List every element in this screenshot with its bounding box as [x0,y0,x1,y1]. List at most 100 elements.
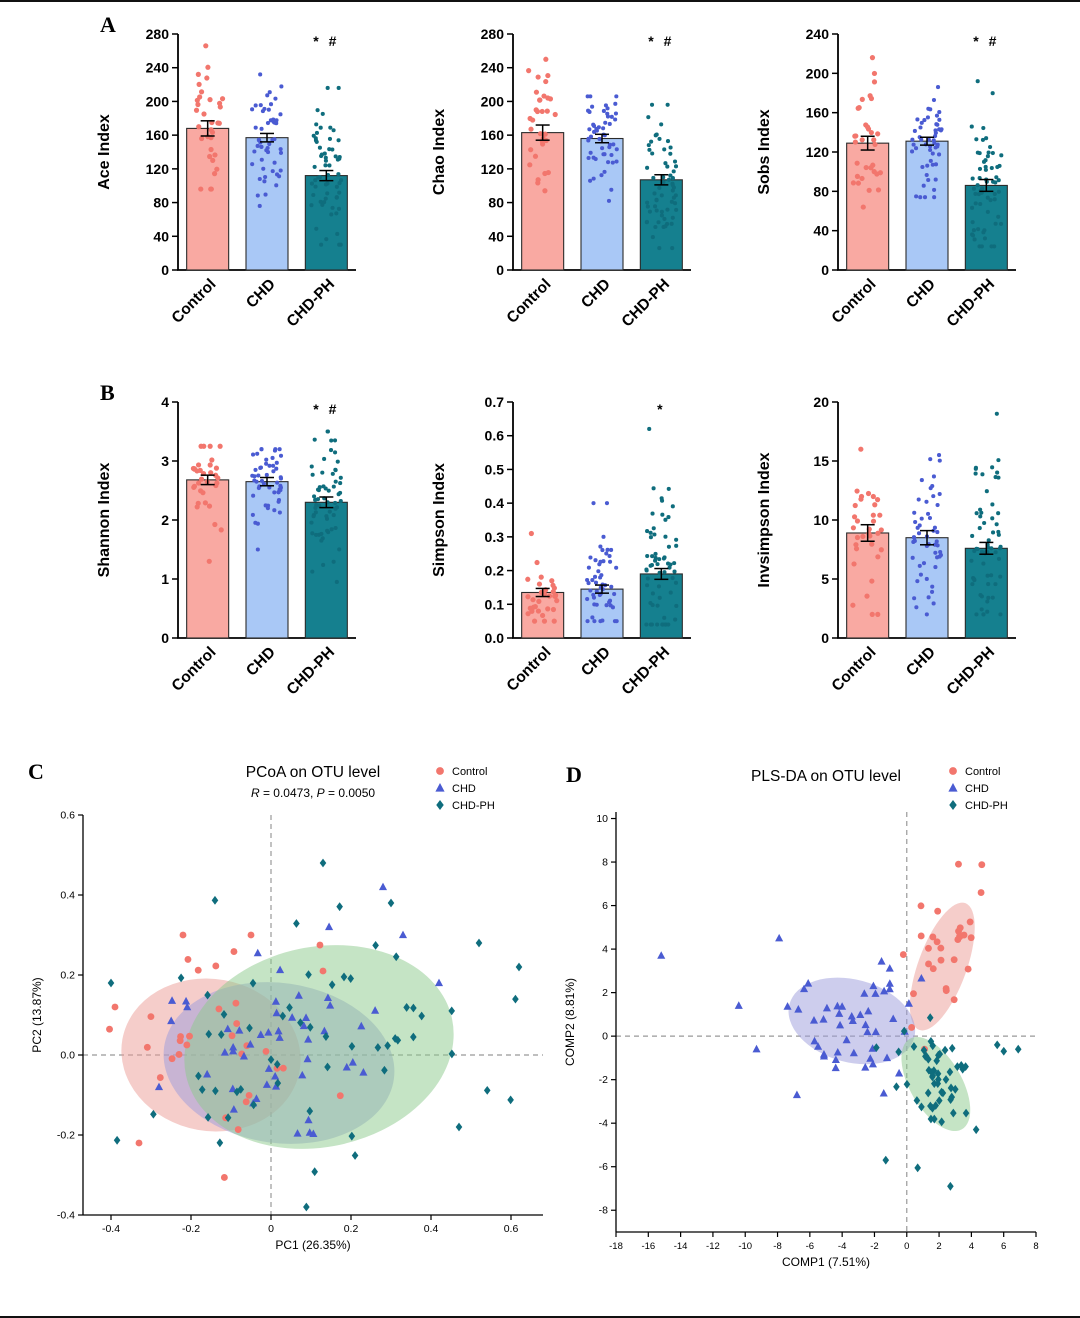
panel-label-c: C [28,759,44,784]
y-tick-label: 6 [602,900,608,912]
y-tick-label: 240 [481,60,505,76]
panel-label-d: D [566,762,582,787]
y-tick-label: 200 [146,93,170,109]
y-tick-label: 3 [161,453,169,469]
bar-chart-chao: 0 40 80 120 160 200 240 280 Chao Index Control CHD… [431,26,691,331]
y-tick-label: 0.4 [485,495,505,511]
x-tick-label: 8 [1033,1241,1038,1252]
chart-invsimpson-index: 0 5 10 15 20 Invsimpson Index Control CHD CHD-PH [750,382,1080,722]
x-tick-label: -0.2 [182,1223,200,1235]
y-axis-label: Simpson Index [431,463,448,577]
y-tick-label: 0.0 [485,630,505,646]
x-tick-label: -8 [773,1241,781,1252]
bar-Control [186,127,230,271]
y-tick-label: 0.2 [485,563,505,579]
significance-label: * # [313,401,339,417]
y-tick-label: 4 [602,944,608,956]
x-tick-label: 0.6 [504,1223,519,1235]
ellipse-CHD-PH [184,945,454,1149]
legend-label: CHD [452,783,476,795]
x-category-label: CHD-PH [284,276,339,331]
y-tick-label: 10 [596,813,608,825]
bar-Control [846,142,890,271]
x-category-label: CHD [578,644,614,680]
y-tick-label: 280 [481,26,505,42]
x-category-label: CHD-PH [944,276,999,331]
axes: 0.0 0.1 0.2 0.3 0.4 0.5 0.6 0.7 [485,394,691,646]
y-axis-label: Invsimpson Index [756,452,773,587]
y-tick-label: 0 [821,630,829,646]
y-tick-label: 200 [481,93,505,109]
y-tick-label: 280 [146,26,170,42]
bar-CHD-PH [964,547,1008,639]
y-tick-label: 0.3 [485,529,505,545]
x-category-label: CHD-PH [944,644,999,699]
bar-chart-ace: 0 40 80 120 160 200 240 280 Ace Index Control CHD C… [96,26,356,331]
legend: Control CHD CHD-PH [948,766,1008,812]
axes: 0 40 80 120 160 200 240 280 [146,26,356,278]
y-tick-label: 0 [602,1031,608,1043]
y-axis-label: COMP2 (8.81%) [563,978,577,1066]
chart-chao-index: 0 40 80 120 160 200 240 280 Chao Index Control CHD… [425,14,755,354]
y-tick-label: 80 [153,195,169,211]
error-bars [535,124,669,186]
scatter-pcoa: PCoA on OTU level R = 0.0473, P = 0.0050 -… [30,764,543,1252]
chart-sobs-index: 0 40 80 120 160 200 240 Sobs Index Control CHD CHD… [750,14,1080,354]
y-axis-label: Ace Index [96,114,113,190]
y-tick-label: 10 [813,512,829,528]
y-tick-label: 0.2 [60,970,75,982]
bar-CHD [245,481,289,639]
data-points [193,43,344,247]
bar-CHD [905,140,949,271]
points-CHD [657,933,926,1099]
significance-label: * # [648,33,674,49]
y-tick-label: 15 [813,453,829,469]
bar-Control [521,132,565,271]
significance-label: * # [313,33,339,49]
legend-label: CHD [965,783,989,795]
x-category-label: CHD-PH [619,276,674,331]
y-tick-label: 200 [806,65,830,81]
x-tick-label: -2 [870,1241,878,1252]
bars [186,127,348,271]
y-tick-label: 40 [153,228,169,244]
x-category-label: Control [504,276,555,327]
panel-label-a: A [100,12,116,37]
y-tick-label: -8 [599,1205,608,1217]
x-tick-label: -12 [706,1241,720,1252]
y-tick-label: 0.4 [60,890,75,902]
chart-title: PLS-DA on OTU level [751,768,901,785]
data-points [525,426,679,627]
bars [846,140,1008,271]
y-tick-label: -6 [599,1161,608,1173]
chart-subtitle: R = 0.0473, P = 0.0050 [251,786,375,800]
y-tick-label: 0.0 [60,1050,75,1062]
y-tick-label: 80 [813,183,829,199]
y-tick-label: 20 [813,394,829,410]
legend: Control CHD CHD-PH [435,766,495,812]
x-category-label: CHD-PH [619,644,674,699]
y-tick-label: 1 [161,571,169,587]
bar-CHD [580,588,624,639]
x-category-label: Control [829,644,880,695]
y-tick-label: 0.6 [60,810,75,822]
y-tick-label: 160 [481,127,505,143]
x-category-label: Control [504,644,555,695]
y-tick-label: 8 [602,857,608,869]
x-category-label: CHD [903,276,939,312]
chart-pcoa-scatter: PCoA on OTU level R = 0.0473, P = 0.0050 -… [8,757,558,1316]
y-tick-label: 2 [161,512,169,528]
y-tick-label: 0.6 [485,428,505,444]
chart-plsda-scatter: PLS-DA on OTU level -18 -16 -14 -12 -10 -8 -6 -4… [548,757,1068,1316]
y-tick-label: 240 [806,26,830,42]
y-tick-label: 240 [146,60,170,76]
chart-title: PCoA on OTU level [246,764,380,781]
x-category-label: Control [169,644,220,695]
bar-chart-sobs: 0 40 80 120 160 200 240 Sobs Index Control CHD CHD… [756,26,1016,331]
bar-chart-invsimpson: 0 5 10 15 20 Invsimpson Index Control CHD CHD-PH [756,394,1016,699]
points-Control [899,860,986,1053]
y-tick-label: 120 [806,144,830,160]
bars [846,532,1008,639]
x-tick-label: 0.4 [424,1223,439,1235]
chart-simpson-index: 0.0 0.1 0.2 0.3 0.4 0.5 0.6 0.7 Simpson Index Con… [425,382,755,722]
